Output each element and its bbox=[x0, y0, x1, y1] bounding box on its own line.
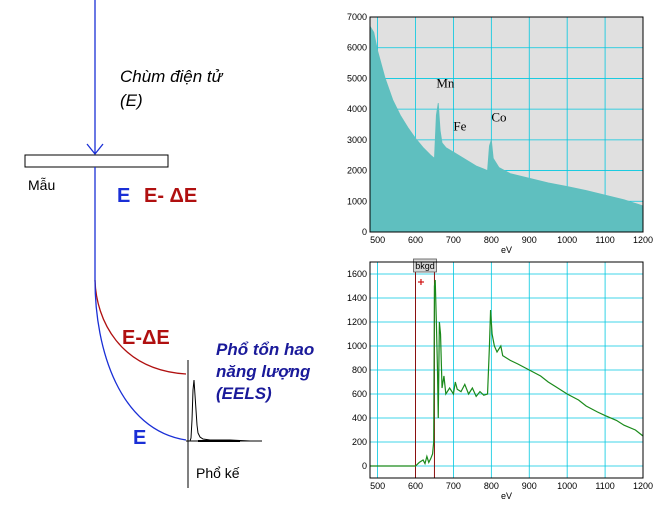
y-tick-label: 0 bbox=[362, 227, 367, 237]
x-tick-label: 1000 bbox=[557, 235, 577, 245]
loss-path bbox=[94, 279, 187, 375]
x-tick-label: 500 bbox=[370, 481, 385, 491]
peak-label-mn: Mn bbox=[436, 76, 455, 91]
y-tick-label: 7000 bbox=[347, 12, 367, 22]
spectrum-line bbox=[370, 279, 644, 467]
y-tick-label: 3000 bbox=[347, 135, 367, 145]
x-tick-label: 900 bbox=[522, 481, 537, 491]
y-tick-label: 6000 bbox=[347, 43, 367, 53]
sample bbox=[24, 154, 169, 168]
beam-energy-label: (E) bbox=[120, 91, 143, 110]
plot-border bbox=[369, 16, 644, 233]
x-tick-label: 500 bbox=[370, 235, 385, 245]
peak-label-co: Co bbox=[491, 109, 506, 124]
beam-label: Chùm điện tử bbox=[120, 67, 224, 86]
x-tick-label: 1200 bbox=[633, 235, 653, 245]
x-axis-label: eV bbox=[501, 245, 512, 255]
beam-arrowhead bbox=[86, 143, 104, 156]
x-tick-label: 700 bbox=[446, 235, 461, 245]
y-tick-label: 400 bbox=[352, 413, 367, 423]
x-tick-label: 800 bbox=[484, 481, 499, 491]
y-tick-label: 2000 bbox=[347, 166, 367, 176]
y-tick-label: 0 bbox=[362, 461, 367, 471]
y-tick-label: 1000 bbox=[347, 341, 367, 351]
x-tick-label: 1000 bbox=[557, 481, 577, 491]
background-subtracted-chart: bkgd 500 600 700 800 900 1000 1100 1200 0 200 400 60… bbox=[347, 258, 653, 501]
spectrometer-label: Phổ kế bbox=[196, 465, 240, 481]
x-tick-label: 900 bbox=[522, 235, 537, 245]
x-tick-label: 700 bbox=[446, 481, 461, 491]
y-tick-label: 1400 bbox=[347, 293, 367, 303]
zero-loss-path-label: E bbox=[133, 427, 146, 449]
zero-loss-path bbox=[94, 279, 187, 441]
y-tick-label: 200 bbox=[352, 437, 367, 447]
loss-path-label: E-ΔE bbox=[122, 327, 170, 349]
eels-label-line2: năng lượng bbox=[216, 362, 311, 381]
x-tick-label: 600 bbox=[408, 481, 423, 491]
x-tick-label: 600 bbox=[408, 235, 423, 245]
y-tick-label: 800 bbox=[352, 365, 367, 375]
y-tick-label: 5000 bbox=[347, 73, 367, 83]
mini-eels-spectrum bbox=[189, 379, 251, 442]
eels-label-line1: Phổ tổn hao bbox=[216, 340, 314, 359]
plot-border bbox=[369, 261, 644, 479]
raw-spectrum-chart: 500 600 700 800 900 1000 1100 1200 0 1000 2000 3000… bbox=[347, 12, 653, 255]
y-tick-label: 600 bbox=[352, 389, 367, 399]
y-tick-label: 1000 bbox=[347, 196, 367, 206]
bkgd-label: bkgd bbox=[415, 261, 435, 271]
peak-label-fe: Fe bbox=[453, 119, 466, 134]
y-tick-label: 4000 bbox=[347, 104, 367, 114]
energy-e-label: E bbox=[117, 185, 130, 207]
eels-label-line3: (EELS) bbox=[216, 384, 272, 403]
mini-eels-zero-loss-band bbox=[198, 440, 240, 442]
x-axis-label: eV bbox=[501, 491, 512, 501]
x-tick-label: 1200 bbox=[633, 481, 653, 491]
x-tick-label: 1100 bbox=[595, 481, 614, 491]
x-tick-label: 800 bbox=[484, 235, 499, 245]
x-tick-label: 1100 bbox=[595, 235, 614, 245]
y-tick-label: 1600 bbox=[347, 269, 367, 279]
energy-loss-label: E- ΔE bbox=[144, 185, 197, 207]
y-tick-label: 1200 bbox=[347, 317, 367, 327]
sample-label: Mẫu bbox=[28, 177, 55, 193]
spectrum-area bbox=[369, 24, 644, 233]
eels-schematic: Chùm điện tử (E) Mẫu E E- ΔE E-ΔE E Phổ … bbox=[24, 0, 314, 488]
